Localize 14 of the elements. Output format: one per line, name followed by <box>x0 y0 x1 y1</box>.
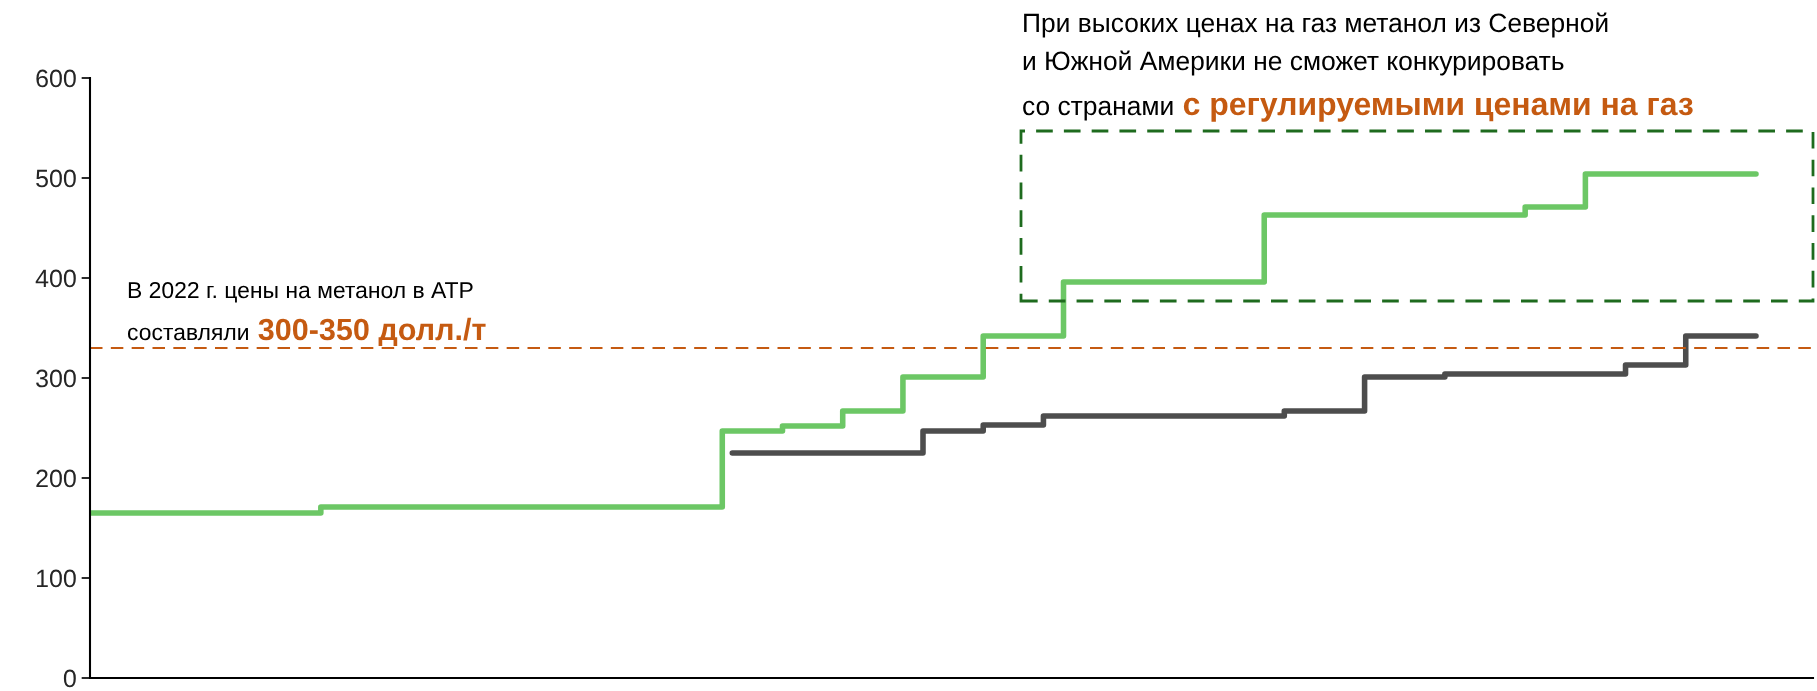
y-tick-label: 200 <box>36 469 76 488</box>
annotation: В 2022 г. цены на метанол в АТР <box>128 282 473 303</box>
text: и Южной Америки не сможет конкурировать <box>1023 50 1564 76</box>
annotation: со странами <box>1023 100 1173 121</box>
annotation: 300-350 долл./т <box>258 317 486 347</box>
text: При высоких ценах на газ метанол из Северной <box>1024 12 1608 38</box>
annotation: составляли <box>127 327 248 341</box>
y-tick-label: 600 <box>36 69 76 88</box>
y-tick-label: 400 <box>35 269 76 288</box>
y-tick-label: 100 <box>37 569 76 588</box>
y-tick-label: 300 <box>36 369 76 388</box>
y-tick-label: 500 <box>36 169 76 188</box>
annotation: с регулируемыми ценами на газ <box>1183 97 1693 122</box>
y-tick-label: 0 <box>63 669 76 688</box>
